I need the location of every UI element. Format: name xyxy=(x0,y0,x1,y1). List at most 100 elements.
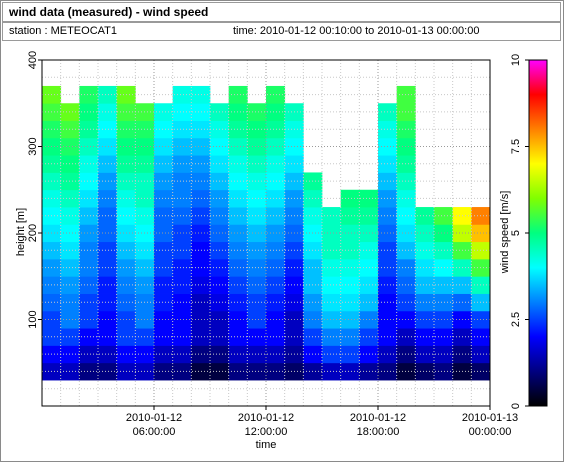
heatmap-cell xyxy=(266,172,286,191)
heatmap-cell xyxy=(359,241,379,260)
heatmap-cell xyxy=(415,293,435,312)
heatmap-cell xyxy=(154,276,174,294)
heatmap-cell xyxy=(322,293,342,312)
heatmap-cell xyxy=(191,172,211,191)
x-tick-label-time: 12:00:00 xyxy=(245,426,288,438)
heatmap-cell xyxy=(247,293,267,312)
heatmap-cell xyxy=(396,103,416,121)
y-axis-label: height [m] xyxy=(15,208,27,256)
heatmap-cell xyxy=(79,258,99,277)
heatmap-cell xyxy=(172,207,192,225)
heatmap-cell xyxy=(228,276,248,294)
heatmap-cell xyxy=(154,137,174,156)
heatmap-cell xyxy=(396,120,416,139)
heatmap-cell xyxy=(172,241,192,260)
heatmap-cell xyxy=(247,207,267,225)
chart-info-bar: station : METEOCAT1 time: 2010-01-12 00:… xyxy=(2,22,561,41)
heatmap-cell xyxy=(266,310,286,329)
heatmap-cell xyxy=(359,362,379,381)
heatmap-cell xyxy=(266,241,286,260)
heatmap-cell xyxy=(247,362,267,381)
heatmap-cell xyxy=(191,241,211,260)
heatmap-cell xyxy=(396,276,416,294)
heatmap-cell xyxy=(396,224,416,243)
heatmap-cell xyxy=(79,224,99,243)
heatmap-cell xyxy=(340,258,360,277)
heatmap-cell xyxy=(266,328,286,346)
heatmap-cell xyxy=(60,241,80,260)
heatmap-cell xyxy=(359,293,379,312)
heatmap-cell xyxy=(266,120,286,139)
heatmap-cell xyxy=(191,310,211,329)
heatmap-cell xyxy=(191,103,211,121)
heatmap-cell xyxy=(266,137,286,156)
heatmap-cell xyxy=(247,103,267,121)
heatmap-cell xyxy=(60,328,80,346)
heatmap-cell xyxy=(98,362,118,381)
heatmap-cell xyxy=(247,137,267,156)
heatmap-cell xyxy=(79,207,99,225)
heatmap-cell xyxy=(60,207,80,225)
heatmap-cell xyxy=(247,345,267,364)
heatmap-cell xyxy=(191,362,211,381)
heatmap-cell xyxy=(60,137,80,156)
heatmap-cell xyxy=(340,345,360,364)
heatmap-cell xyxy=(154,155,174,173)
heatmap-cell xyxy=(172,103,192,121)
heatmap-cell xyxy=(172,258,192,277)
heatmap-cell xyxy=(396,137,416,156)
colorbar-tick-label: 5 xyxy=(510,230,522,236)
heatmap-cell xyxy=(322,310,342,329)
heatmap-cell xyxy=(396,293,416,312)
heatmap-cell xyxy=(247,276,267,294)
heatmap-cell xyxy=(191,345,211,364)
y-axis: 100 200 300 400 xyxy=(27,51,42,329)
heatmap-cell xyxy=(247,120,267,139)
heatmap-cell xyxy=(247,328,267,346)
heatmap-cell xyxy=(359,276,379,294)
heatmap-cell xyxy=(228,120,248,139)
heatmap-cell xyxy=(396,207,416,225)
heatmap-cell xyxy=(79,328,99,346)
heatmap-cell xyxy=(98,310,118,329)
heatmap-cell xyxy=(415,258,435,277)
heatmap-cell xyxy=(340,276,360,294)
heatmap-cell xyxy=(79,310,99,329)
heatmap-cell xyxy=(172,155,192,173)
heatmap-cell xyxy=(266,224,286,243)
heatmap-cell xyxy=(434,310,454,329)
heatmap-cell xyxy=(247,241,267,260)
heatmap-cell xyxy=(79,345,99,364)
heatmap-cell xyxy=(396,328,416,346)
heatmap-cell xyxy=(154,258,174,277)
heatmap-cell xyxy=(415,362,435,381)
heatmap-cell xyxy=(359,189,379,208)
heatmap-cell xyxy=(322,345,342,364)
heatmap-cell xyxy=(415,207,435,225)
heatmap-cell xyxy=(359,328,379,346)
heatmap-cell xyxy=(60,103,80,121)
heatmap-cell xyxy=(340,224,360,243)
colorbar-label: wind speed [m/s] xyxy=(499,191,511,275)
heatmap-cell xyxy=(98,293,118,312)
heatmap-cell xyxy=(79,241,99,260)
colorbar-ticks: 0 2.5 5 7.5 10 xyxy=(510,54,529,409)
y-tick-label: 300 xyxy=(27,137,39,155)
heatmap-cell xyxy=(266,345,286,364)
heatmap-cell xyxy=(396,258,416,277)
heatmap-cell xyxy=(98,207,118,225)
heatmap-cell xyxy=(172,85,192,104)
heatmap-cell xyxy=(154,328,174,346)
heatmap-cell xyxy=(434,345,454,364)
x-tick-label-date: 2010-01-12 xyxy=(350,412,406,424)
heatmap-cell xyxy=(98,120,118,139)
heatmap-cell xyxy=(191,258,211,277)
heatmap-cell xyxy=(322,207,342,225)
heatmap-cell xyxy=(396,241,416,260)
heatmap-cell xyxy=(191,293,211,312)
heatmap-cell xyxy=(228,310,248,329)
heatmap-cell xyxy=(415,276,435,294)
heatmap-cell xyxy=(434,207,454,225)
x-axis: 2010-01-12 06:00:00 2010-01-12 12:00:00 2010… xyxy=(126,406,518,438)
heatmap-cell xyxy=(172,345,192,364)
